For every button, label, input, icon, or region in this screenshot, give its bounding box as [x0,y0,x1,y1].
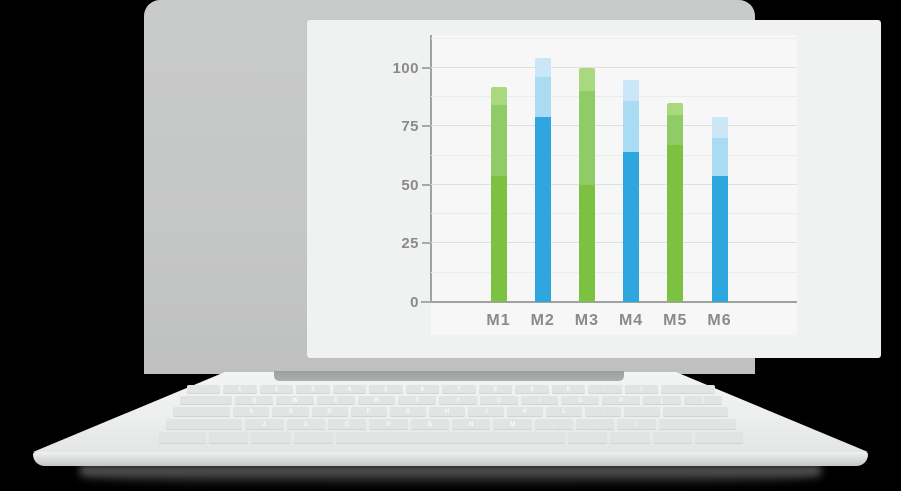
bar-segment-mid-overlay [667,114,684,146]
bar-segment-light-top [623,79,640,101]
gridline [431,66,797,68]
y-axis-tick [422,66,431,69]
gridline [431,125,797,127]
x-axis-label: M2 [530,312,555,329]
bar-segment-solid-bottom [667,145,684,302]
bar-M4 [623,79,640,302]
gridline [431,183,797,185]
y-axis-label: 100 [392,59,419,77]
bar-segment-light-top [490,86,507,106]
bar-M6 [711,117,728,302]
y-axis-tick [422,301,431,303]
y-axis-label: 75 [401,118,419,136]
bar-segment-solid-bottom [490,175,507,302]
gridline [431,242,797,244]
laptop-hinge [274,371,624,381]
bar-segment-mid-overlay [578,91,595,185]
gridline [431,96,797,98]
bar-segment-solid-bottom [534,116,551,302]
bar-M2 [534,58,551,302]
laptop-base-deck [33,372,868,452]
gridline [431,154,797,156]
y-axis-tick [422,125,431,128]
bar-segment-light-top [711,117,728,139]
bar-segment-solid-bottom [711,175,728,302]
gridline [431,37,797,39]
bar-segment-light-top [534,58,551,78]
x-axis-label: M6 [707,312,732,329]
x-axis-label: M5 [663,312,688,329]
bar-segment-mid-overlay [490,105,507,176]
bar-segment-solid-bottom [578,184,595,302]
plot-area: 0 25 50 75 100 M1 M2 M3 M4 M5 M6 [392,35,797,329]
laptop-screen: 0 25 50 75 100 M1 M2 M3 M4 M5 M6 [307,20,881,358]
bar-segment-mid-overlay [711,138,728,176]
x-axis-label: M3 [574,312,599,329]
laptop-shadow [80,466,821,486]
laptop-base-front [33,452,868,466]
y-axis-tick [422,183,431,186]
bar-segment-solid-bottom [623,152,640,302]
gridline [431,271,797,273]
gridline [431,213,797,215]
bar-segment-mid-overlay [623,100,640,153]
bar-M5 [667,102,684,302]
y-axis-label: 25 [401,235,419,253]
bar-M1 [490,86,507,302]
x-axis-label: M1 [486,312,511,329]
y-axis-label: 50 [401,176,419,194]
x-axis-label: M4 [618,312,644,329]
x-axis-line [421,301,797,303]
bar-segment-light-top [667,102,684,115]
bar-segment-light-top [578,67,595,92]
y-axis-label: 0 [410,294,419,311]
bar-segment-mid-overlay [534,77,551,117]
y-axis-tick [422,242,431,245]
y-axis-line [430,35,432,303]
bar-M3 [578,67,595,302]
laptop-lid-bezel: 0 25 50 75 100 M1 M2 M3 M4 M5 M6 [144,0,881,374]
